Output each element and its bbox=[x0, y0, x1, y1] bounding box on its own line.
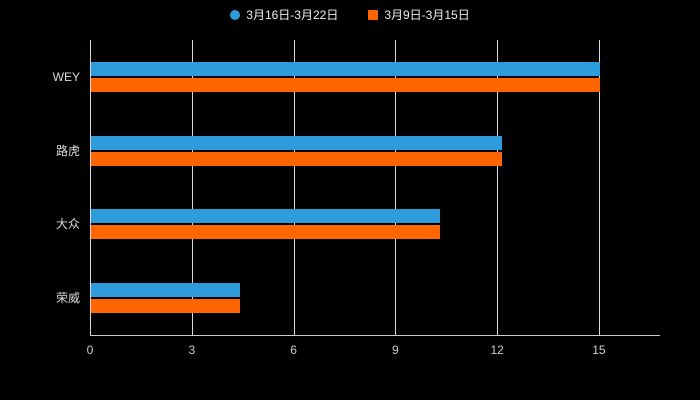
legend-label-series2: 3月9日-3月15日 bbox=[384, 8, 470, 22]
plot-area bbox=[90, 40, 660, 336]
gridline bbox=[395, 40, 397, 335]
legend-label-series1: 3月16日-3月22日 bbox=[246, 8, 339, 22]
bar-series2-row1 bbox=[91, 77, 600, 92]
y-category-label: 大众 bbox=[55, 217, 80, 232]
bar-series2-row2 bbox=[91, 151, 502, 166]
legend-item-week-mar9-15[interactable]: 3月9日-3月15日 bbox=[368, 6, 470, 23]
gridline bbox=[497, 40, 499, 335]
x-tick-label: 9 bbox=[392, 343, 399, 357]
x-tick-label: 12 bbox=[490, 343, 504, 357]
gridline bbox=[598, 40, 600, 335]
legend-circle-marker-icon bbox=[230, 9, 241, 20]
x-tick-label: 0 bbox=[86, 343, 94, 357]
bar-series1-row3 bbox=[91, 209, 441, 224]
bar-series1-row4 bbox=[91, 283, 241, 298]
bar-series2-row3 bbox=[91, 225, 441, 240]
gridline bbox=[293, 40, 295, 335]
y-category-label: 荣威 bbox=[55, 291, 80, 306]
gridline bbox=[90, 40, 91, 335]
bar-series1-row2 bbox=[91, 135, 502, 150]
x-tick-label: 6 bbox=[290, 343, 297, 357]
legend-square-marker-icon bbox=[368, 9, 379, 20]
legend-item-week-mar16-22[interactable]: 3月16日-3月22日 bbox=[230, 6, 338, 23]
bar-series2-row4 bbox=[91, 299, 241, 314]
x-tick-label: 15 bbox=[592, 343, 606, 357]
gridline bbox=[191, 40, 193, 335]
x-tick-label: 3 bbox=[188, 343, 196, 357]
y-category-label: WEY bbox=[52, 69, 80, 84]
bar-series1-row1 bbox=[91, 61, 600, 76]
y-category-label: 路虎 bbox=[55, 143, 80, 158]
legend: 3月16日-3月22日 3月9日-3月15日 bbox=[0, 6, 700, 23]
